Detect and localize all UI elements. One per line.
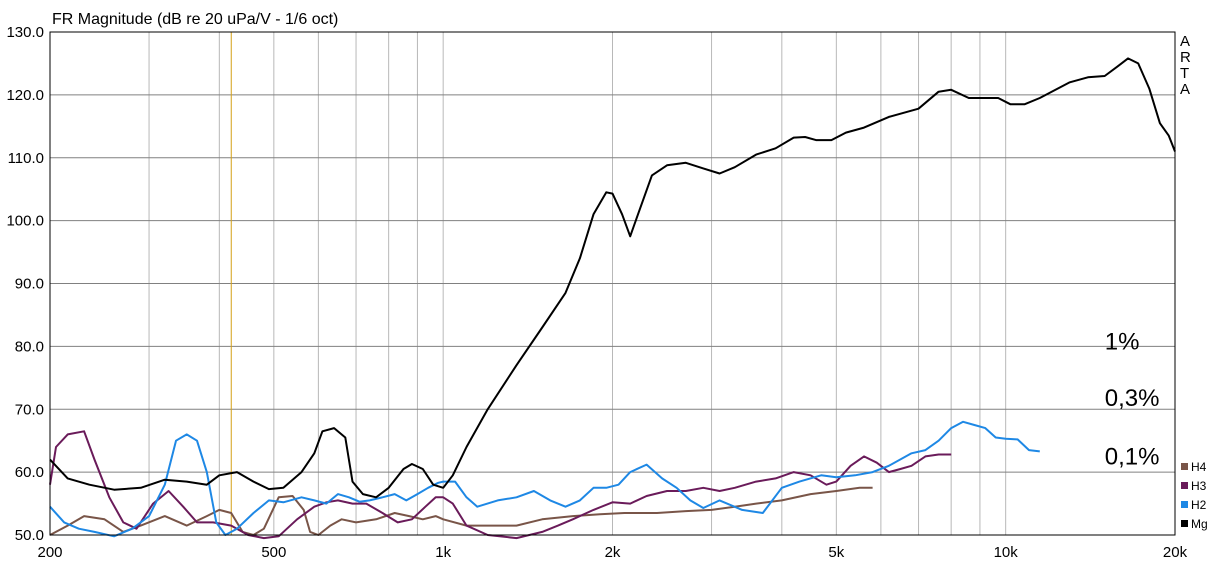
series-group	[49, 57, 1176, 540]
y-tick-label: 60.0	[15, 464, 44, 481]
y-tick-label: 50.0	[15, 527, 44, 544]
y-axis-ticks: 50.0 60.0 70.0 80.0 90.0 100.0 110.0 120.0 130.0	[6, 24, 44, 544]
legend-swatch-mg	[1181, 520, 1188, 527]
annotation-label: 1%	[1105, 329, 1140, 356]
legend-label-h3: H3	[1191, 479, 1207, 493]
legend-label-h4: H4	[1191, 460, 1207, 474]
plot-frame	[49, 31, 1176, 536]
x-tick-label: 200	[37, 544, 62, 561]
series-line-mg	[49, 57, 1176, 499]
brand-letter: T	[1180, 65, 1189, 82]
y-tick-label: 110.0	[8, 150, 44, 167]
y-tick-label: 70.0	[15, 401, 44, 418]
x-tick-label: 1k	[435, 544, 451, 561]
x-tick-label: 5k	[828, 544, 844, 561]
y-tick-label: 80.0	[15, 338, 44, 355]
annotation-label: 0,1%	[1105, 444, 1160, 471]
legend-label-mg: Mg	[1191, 517, 1208, 531]
x-tick-label: 10k	[994, 544, 1019, 561]
legend-swatch-h3	[1181, 482, 1188, 489]
legend-swatch-h4	[1181, 463, 1188, 470]
series-line-h2	[49, 420, 1040, 538]
legend-label-h2: H2	[1191, 498, 1207, 512]
y-tick-label: 130.0	[6, 24, 44, 41]
legend-swatch-h2	[1181, 501, 1188, 508]
x-tick-label: 20k	[1163, 544, 1188, 561]
series-line-h3	[49, 430, 952, 540]
grid	[50, 32, 1175, 535]
legend: H4 H3 H2 Mg	[1181, 460, 1208, 531]
brand-letter: A	[1180, 81, 1190, 98]
x-tick-label: 2k	[605, 544, 621, 561]
series-line-h4	[49, 486, 873, 536]
y-tick-label: 100.0	[6, 213, 44, 230]
annotations: 1% 0,3% 0,1%	[1105, 329, 1160, 471]
y-tick-label: 90.0	[15, 276, 44, 293]
brand-letter: R	[1180, 49, 1191, 66]
annotation-label: 0,3%	[1105, 385, 1160, 412]
chart-title: FR Magnitude (dB re 20 uPa/V - 1/6 oct)	[52, 11, 338, 28]
brand-letter: A	[1180, 33, 1190, 50]
y-tick-label: 120.0	[6, 87, 44, 104]
x-tick-label: 500	[261, 544, 286, 561]
x-axis-ticks: 200 500 1k 2k 5k 10k 20k	[37, 544, 1187, 561]
